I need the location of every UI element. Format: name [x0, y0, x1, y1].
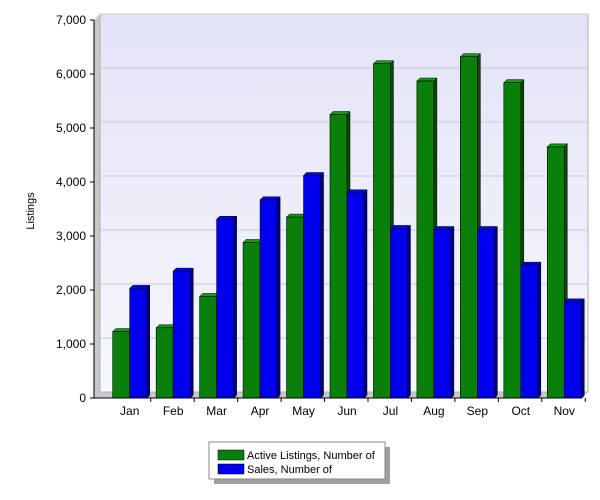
bar-active-listings — [112, 331, 131, 399]
bar-sales — [172, 270, 191, 399]
x-tick-label: Apr — [251, 404, 270, 418]
bar-side — [320, 171, 324, 399]
x-tick-label: Mar — [206, 404, 227, 418]
bar-side — [146, 284, 150, 399]
x-tick-label: Feb — [163, 404, 184, 418]
x-tick-label: Jan — [120, 404, 139, 418]
x-tick-label: Jun — [337, 404, 356, 418]
bars — [112, 53, 585, 399]
y-tick-label: 3,000 — [56, 229, 86, 243]
bar-sales — [433, 229, 452, 399]
bar-top — [433, 226, 455, 230]
legend-swatch-active-listings — [217, 449, 245, 461]
bar-side — [189, 267, 194, 399]
y-tick-label: 5,000 — [56, 121, 86, 135]
bar-sales — [216, 218, 234, 399]
y-axis-title: Listings — [25, 192, 37, 230]
x-tick-label: May — [292, 404, 315, 418]
x-tick-label: Nov — [554, 404, 575, 418]
bar-active-listings — [416, 80, 435, 399]
bar-active-listings — [460, 56, 478, 399]
bar-active-listings — [546, 146, 565, 399]
bar-side — [363, 189, 368, 399]
legend: Active Listings, Number of Sales, Number… — [208, 441, 390, 484]
y-tick-label: 6,000 — [56, 67, 86, 81]
legend-swatch-sales — [217, 463, 245, 475]
bar-sales — [129, 288, 148, 399]
x-tick-label: Oct — [511, 404, 530, 418]
bar-side — [276, 196, 281, 399]
x-tick-label: Jul — [383, 404, 398, 418]
bar-active-listings — [242, 242, 261, 399]
bar-top — [416, 77, 438, 82]
bar-side — [581, 298, 585, 399]
bar-top — [503, 79, 525, 83]
bar-top — [302, 172, 325, 176]
bar-sales — [346, 192, 365, 399]
y-tick-label: 1,000 — [56, 337, 86, 351]
bar-top — [476, 226, 498, 230]
x-tick-label: Sep — [467, 404, 489, 418]
bar-active-listings — [329, 114, 348, 399]
x-tick-label: Aug — [423, 404, 444, 418]
bar-top — [346, 189, 368, 194]
legend-label-active-listings: Active Listings, Number of — [247, 450, 376, 462]
bar-top — [329, 111, 351, 115]
bar-side — [494, 225, 498, 399]
bar-top — [129, 285, 151, 289]
bar-top — [563, 298, 585, 303]
bar-top — [172, 267, 194, 272]
bar-top — [520, 261, 542, 266]
bar-active-listings — [503, 82, 522, 399]
bar-side — [450, 225, 455, 399]
bar-active-listings — [373, 63, 391, 399]
bar-side — [537, 261, 542, 399]
bar-active-listings — [286, 216, 304, 399]
bar-sales — [390, 228, 408, 399]
bar-side — [233, 215, 237, 399]
y-tick-label: 2,000 — [56, 283, 86, 297]
bar-top — [216, 216, 238, 220]
bar-active-listings — [155, 327, 174, 399]
bar-top — [259, 196, 281, 201]
bar-active-listings — [199, 296, 217, 399]
bar-sales — [303, 175, 321, 399]
y-axis-ticks: 0 1,000 2,000 3,000 4,000 5,000 6,000 7,000 — [56, 13, 94, 405]
bar-sales — [563, 301, 582, 399]
y-tick-label: 4,000 — [56, 175, 86, 189]
bar-sales — [259, 199, 278, 399]
bar-sales — [477, 229, 495, 399]
legend-label-sales: Sales, Number of — [247, 464, 333, 476]
bar-top — [546, 143, 568, 148]
bar-top — [372, 60, 395, 64]
bar-top — [459, 53, 481, 57]
bar-sales — [520, 264, 539, 399]
plot-side-wall — [94, 14, 100, 398]
bar-side — [407, 224, 411, 399]
y-tick-label: 7,000 — [56, 13, 86, 27]
x-axis-ticks: Jan Feb Mar Apr May Jun Jul Aug Sep Oct Nov — [120, 398, 586, 418]
bar-top — [389, 225, 412, 229]
y-tick-label: 0 — [79, 391, 86, 405]
